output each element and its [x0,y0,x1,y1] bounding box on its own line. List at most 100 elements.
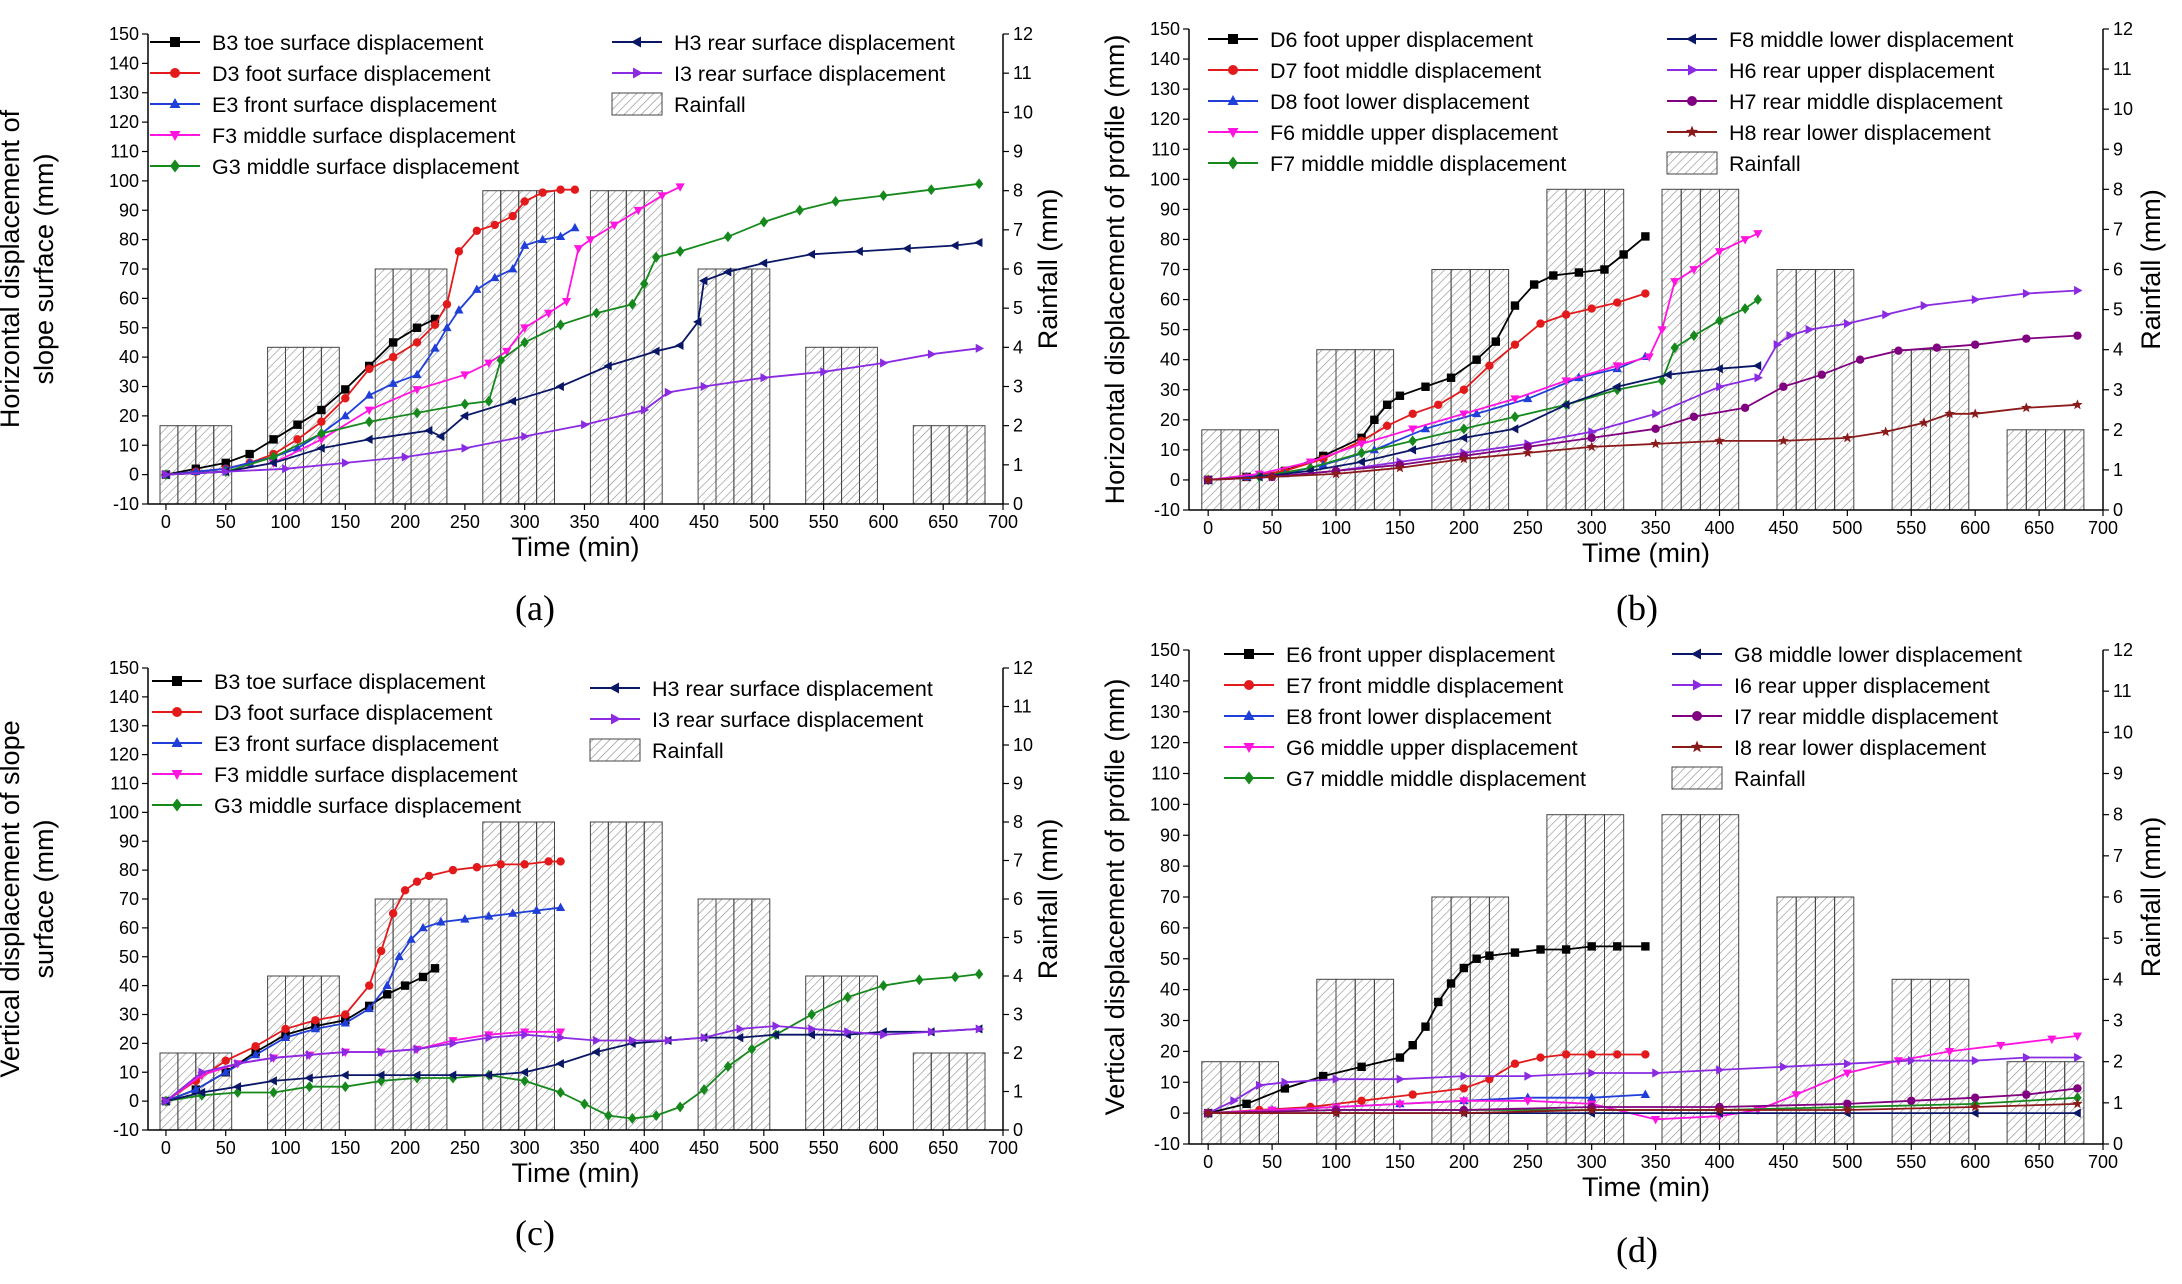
x-tick-label: 400 [1704,1152,1734,1172]
data-point-e6 [1421,1022,1430,1031]
data-point-f8 [1663,370,1672,380]
x-tick-label: 350 [1641,518,1671,538]
y2-tick-label: 7 [1013,220,1023,240]
data-point-e3 [310,1023,321,1033]
data-point-h6 [2074,285,2083,296]
data-point-h6 [1652,409,1661,419]
data-point-d7 [1434,400,1443,409]
rainfall-bar-1-1 [285,975,304,1131]
x-tick-label: 200 [390,1138,420,1158]
rainfall-bar-7-3 [2064,429,2085,511]
x-tick-label: 450 [689,1138,719,1158]
data-point-i6 [1588,1068,1597,1078]
data-point-i3 [820,367,829,377]
data-point-i6 [1843,1059,1853,1069]
data-point-f3 [502,347,512,357]
data-point-h7 [1523,442,1532,452]
series-line-f6 [1208,232,1759,481]
y2-tick-label: 10 [1013,735,1033,755]
y2-tick-label: 11 [1013,697,1032,717]
rainfall-bar-1-2 [303,346,322,505]
data-point-h3 [675,340,684,350]
rainfall-bar-3-2 [518,190,538,505]
y2-tick-label: 6 [2113,260,2123,280]
legend-marker-d3 [172,707,182,717]
x-axis-title: Time (min) [512,1158,640,1188]
rainfall-bar-4-1 [1680,188,1701,511]
y-tick-label: -10 [113,1120,139,1140]
y2-tick-label: 8 [2113,179,2123,199]
data-point-f7 [1459,423,1469,435]
data-point-h8 [1586,441,1597,452]
data-point-i3 [461,443,470,453]
legend-label-e8: E8 front lower displacement [1286,705,1551,729]
legend-label-g7: G7 middle middle displacement [1286,767,1586,791]
y2-tick-label: 6 [2113,887,2123,907]
rainfall-bar-7-1 [930,1052,950,1131]
data-point-i3 [449,1038,458,1048]
data-point-h8 [1944,408,1955,419]
data-point-e6 [1472,954,1481,963]
rainfall-bar-6-3 [859,975,878,1131]
data-point-d8 [1523,393,1533,403]
rainfall-bar-3-0 [482,821,502,1131]
data-point-e7 [1536,1053,1545,1062]
rainfall-bar-4-2 [625,821,645,1131]
data-point-e3 [520,240,530,249]
data-point-h3 [268,458,277,468]
data-point-h7 [2022,334,2031,343]
data-point-d3 [556,185,565,194]
y2-tick-label: 8 [1013,812,1023,832]
y-axis-title: Horizontal displacement of [0,109,25,428]
data-point-e6 [1459,963,1469,973]
data-point-h7 [2073,331,2082,340]
y-tick-label: 90 [119,200,139,220]
data-point-e6 [1434,997,1443,1007]
data-point-f8 [1407,445,1417,455]
legend-label-e6: E6 front upper displacement [1286,643,1555,667]
data-point-h7 [1587,433,1596,443]
rainfall-bar-2-1 [392,898,412,1131]
legend-swatch-rainfall [1666,151,1718,175]
y2-tick-label: 0 [2113,1134,2123,1154]
y2-tick-label: 1 [1013,455,1023,475]
data-point-i3 [198,1067,207,1077]
data-point-f6 [1510,395,1520,404]
data-point-d3 [221,1056,230,1065]
data-point-d6 [1574,268,1584,277]
data-point-d8 [1472,408,1482,418]
series-line-i3 [165,347,980,476]
data-point-d6 [1395,391,1405,400]
legend-label-f3: F3 middle surface displacement [214,763,518,787]
data-point-i3 [341,458,351,468]
y2-tick-label: 6 [1013,259,1023,279]
data-point-i3 [772,1021,781,1031]
data-point-g3 [317,428,326,439]
data-point-i7 [2022,1090,2031,1099]
data-point-d3 [442,300,452,309]
rainfall-bar-7-0 [2006,429,2027,511]
data-point-h7 [1894,346,1903,355]
data-point-b3 [245,449,254,459]
data-point-e3 [340,1018,350,1027]
y-axis-title: surface (mm) [29,819,59,978]
data-point-h8 [2072,399,2083,410]
series-line-i7 [1208,1087,2078,1114]
data-point-h8 [1458,453,1470,464]
legend-marker-f6 [1227,128,1239,138]
x-tick-label: 550 [809,512,839,532]
data-point-h3 [447,1070,457,1080]
rainfall-bar-6-3 [859,346,878,505]
chart-panel-c: 0 50 100 150 200 250 300 350 400 450 500 550 600 650 7… [0,658,1063,1188]
data-point-h6 [1920,300,1930,311]
x-tick-label: 650 [928,512,958,532]
data-point-e7 [1459,1084,1469,1093]
data-point-e3 [555,231,566,241]
y-tick-label: 40 [1160,350,1180,370]
data-point-i6 [1524,1071,1533,1081]
rainfall-bar-2-2 [1469,896,1490,1145]
x-tick-label: 350 [1641,1152,1671,1172]
data-point-f8 [1458,433,1468,443]
y-tick-label: 90 [1160,825,1180,845]
rainfall-bar-1-1 [1335,978,1356,1145]
